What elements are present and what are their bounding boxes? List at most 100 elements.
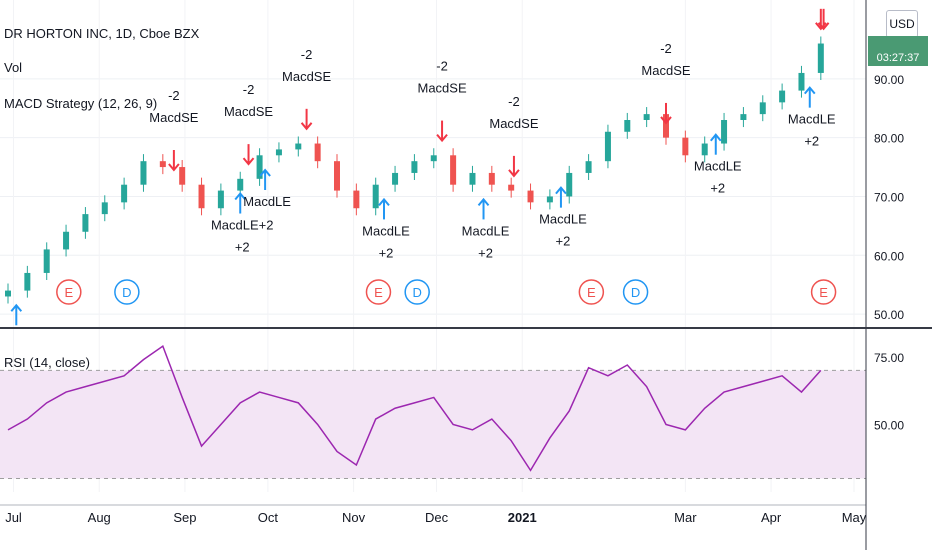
candle-body — [140, 161, 147, 185]
signal-label: +2 — [379, 245, 394, 260]
signal-label: MacdLE — [362, 223, 410, 238]
long-arrow-head — [234, 191, 247, 201]
candle-body — [101, 202, 108, 215]
candle-body — [566, 172, 573, 197]
event-marker-label: E — [64, 285, 73, 300]
short-arrow-head — [168, 163, 180, 172]
candle-body — [430, 155, 437, 162]
signal-label: MacdLE — [243, 194, 291, 209]
candle-body — [604, 131, 611, 162]
candle-body — [817, 43, 824, 73]
x-tick-label: Aug — [88, 510, 111, 525]
x-tick-label: 2021 — [508, 510, 537, 525]
candle-body — [275, 149, 282, 156]
candle-body — [721, 120, 728, 144]
candle-body — [314, 143, 321, 162]
candle-body — [217, 190, 224, 209]
x-tick-label: Mar — [674, 510, 697, 525]
event-marker-label: D — [412, 285, 421, 300]
signal-label: MacdSE — [641, 63, 690, 78]
candle-body — [63, 231, 70, 250]
x-tick-label: Sep — [173, 510, 196, 525]
signal-label: +2 — [478, 245, 493, 260]
event-marker[interactable] — [810, 279, 837, 305]
event-marker-label: D — [631, 285, 640, 300]
x-tick-label: Apr — [761, 510, 782, 525]
long-arrow-head — [10, 303, 23, 312]
y-tick-label: 50.00 — [874, 308, 904, 322]
signal-label: +2 — [804, 134, 819, 149]
y-tick-label: 90.00 — [874, 73, 904, 87]
candle-body — [159, 161, 166, 168]
signal-label: MacdLE — [694, 159, 742, 174]
rsi-line — [7, 344, 822, 472]
vol-label: Vol — [4, 60, 22, 75]
signal-label: -2 — [660, 41, 672, 56]
candle-body — [663, 114, 669, 138]
event-marker[interactable] — [114, 279, 140, 305]
event-marker[interactable] — [404, 279, 430, 305]
x-tick-label: Oct — [258, 510, 279, 525]
candle-body — [198, 184, 205, 209]
event-marker-label: D — [122, 285, 131, 300]
long-arrow-head — [803, 86, 816, 95]
y-tick-label: 70.00 — [874, 190, 904, 204]
x-tick-label: Dec — [425, 510, 449, 525]
candle-body — [701, 143, 708, 156]
candle-body — [779, 90, 786, 103]
candle-body — [508, 184, 515, 191]
short-arrow-head — [300, 122, 313, 131]
candle-body — [585, 161, 592, 173]
candle-body — [392, 172, 399, 185]
signal-label: MacdSE — [224, 104, 273, 119]
x-tick-label: May — [842, 510, 867, 525]
rsi-tick-label: 50.00 — [874, 418, 904, 432]
signal-label: MacdLE — [462, 223, 510, 238]
signal-label: MacdSE — [489, 116, 538, 131]
candle-body — [450, 155, 457, 185]
event-marker[interactable] — [56, 279, 82, 305]
signal-label: MacdSE — [149, 110, 198, 125]
signal-label: MacdLE — [539, 212, 587, 227]
candle-body — [759, 102, 766, 115]
candle-body — [256, 155, 263, 179]
candle-body — [624, 120, 631, 132]
candle-body — [43, 249, 50, 273]
x-tick-label: Jul — [5, 510, 22, 525]
short-arrow-head — [508, 169, 520, 178]
short-arrow-head — [660, 116, 672, 125]
candle-body — [237, 178, 244, 191]
candle-body — [24, 272, 31, 291]
candle-body — [682, 137, 689, 156]
signal-label: -2 — [508, 94, 520, 109]
strategy-label: MACD Strategy (12, 26, 9) — [4, 96, 157, 111]
candle-body — [179, 167, 186, 185]
currency-button[interactable]: USD — [886, 10, 918, 38]
candle-body — [372, 184, 379, 209]
short-arrow-head — [242, 157, 255, 166]
short-arrow-head — [815, 22, 827, 31]
signal-label: MacdLE+2 — [211, 218, 274, 233]
event-marker[interactable] — [622, 279, 649, 305]
candle-body — [334, 161, 340, 191]
candle-body — [740, 114, 747, 120]
candle-body — [798, 72, 805, 91]
long-arrow-head — [378, 197, 390, 207]
rsi-tick-label: 75.00 — [874, 351, 904, 365]
event-marker-label: E — [374, 285, 383, 300]
candle-body — [546, 196, 553, 203]
x-tick-label: Nov — [342, 510, 366, 525]
event-marker[interactable] — [578, 279, 605, 305]
signal-label: +2 — [556, 234, 571, 249]
signal-label: -2 — [436, 59, 448, 74]
y-tick-label: 60.00 — [874, 249, 904, 263]
candle-body — [643, 114, 650, 120]
candle-body — [82, 214, 89, 232]
long-arrow-head — [477, 197, 490, 207]
signal-label: MacdLE — [788, 112, 836, 127]
candle-body — [295, 143, 302, 150]
chart-title: DR HORTON INC, 1D, Cboe BZX — [4, 26, 200, 41]
countdown-label: 03:27:37 — [868, 36, 928, 66]
event-marker[interactable] — [365, 279, 392, 305]
